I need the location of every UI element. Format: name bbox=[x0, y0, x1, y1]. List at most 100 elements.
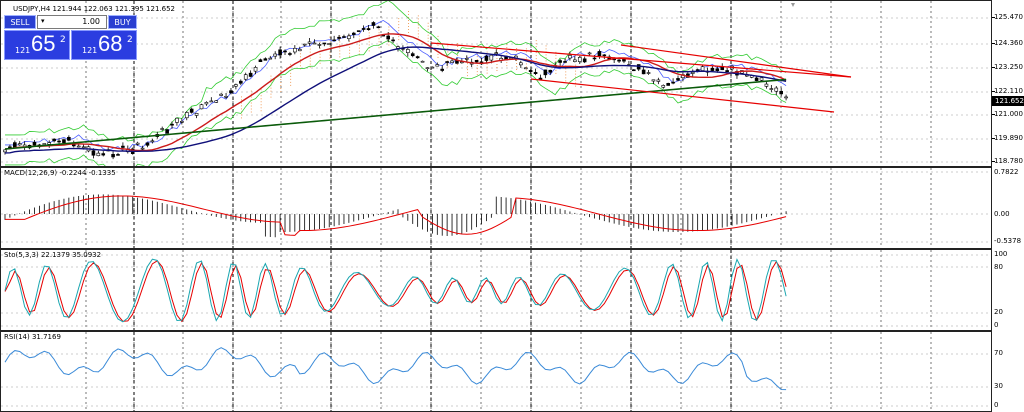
candle-body bbox=[194, 113, 199, 116]
candle-body bbox=[548, 69, 553, 73]
macd-tick: 0.7822 bbox=[994, 168, 1019, 176]
navy-moving-average bbox=[4, 46, 787, 154]
channel-upper-line bbox=[620, 44, 852, 78]
candle-body bbox=[445, 61, 449, 63]
lower-band-line bbox=[5, 39, 787, 166]
candle-body bbox=[204, 102, 209, 105]
candle-body bbox=[666, 83, 670, 86]
macd-pane[interactable]: MACD(12,26,9) -0.2244 -0.1335 bbox=[0, 167, 992, 249]
candle-body bbox=[784, 96, 788, 99]
candle-body bbox=[224, 96, 228, 98]
candle-body bbox=[523, 67, 528, 70]
sell-price-box[interactable]: 121 65 2 bbox=[4, 30, 70, 60]
candle-body bbox=[410, 53, 415, 57]
candle-body bbox=[307, 41, 312, 44]
candle-body bbox=[160, 128, 164, 130]
candle-body bbox=[720, 66, 725, 71]
stochastic-tick: 0 bbox=[994, 321, 999, 329]
candle-body bbox=[293, 47, 297, 53]
candle-body bbox=[754, 77, 759, 81]
stochastic-tick: 100 bbox=[994, 250, 1008, 258]
candle-body bbox=[690, 71, 695, 74]
candle-body bbox=[263, 58, 268, 61]
candle-body bbox=[327, 43, 332, 45]
candle-body bbox=[361, 28, 366, 30]
price-tick: 123.250 bbox=[994, 63, 1023, 71]
buy-button[interactable]: BUY bbox=[108, 15, 137, 29]
candle-body bbox=[312, 42, 317, 45]
one-click-trade-panel: SELL ▾ 1.00 BUY 121 65 2 121 68 2 bbox=[4, 15, 137, 60]
candle-body bbox=[165, 129, 169, 134]
candle-body bbox=[430, 66, 435, 69]
candle-body bbox=[519, 62, 523, 66]
candle-body bbox=[415, 56, 420, 59]
buy-price-box[interactable]: 121 68 2 bbox=[71, 30, 137, 60]
candle-body bbox=[214, 100, 219, 103]
candle-body bbox=[489, 54, 494, 61]
lot-value: 1.00 bbox=[82, 17, 100, 26]
macd-tick: 0.00 bbox=[994, 210, 1010, 218]
lot-size-input[interactable]: ▾ 1.00 bbox=[37, 15, 107, 29]
candle-body bbox=[248, 72, 253, 77]
candle-body bbox=[140, 147, 145, 150]
candle-body bbox=[337, 36, 341, 39]
price-tick: 121.000 bbox=[994, 110, 1023, 118]
candle-body bbox=[759, 77, 764, 81]
stochastic-tick: 80 bbox=[994, 263, 1003, 271]
candle-body bbox=[602, 54, 607, 57]
candle-body bbox=[239, 80, 243, 84]
candle-body bbox=[91, 150, 96, 156]
candle-body bbox=[631, 69, 636, 72]
candle-body bbox=[62, 139, 66, 143]
candle-body bbox=[273, 53, 277, 57]
candle-body bbox=[406, 49, 410, 53]
candle-body bbox=[253, 67, 258, 72]
candle-body bbox=[356, 30, 361, 32]
candle-body bbox=[543, 69, 548, 76]
candle-body bbox=[587, 52, 592, 55]
rsi-tick: 30 bbox=[994, 382, 1003, 390]
macd-tick: -0.5378 bbox=[994, 237, 1022, 245]
stochastic-pane[interactable]: Sto(5,3,3) 22.1379 35.0932 bbox=[0, 249, 992, 331]
candle-body bbox=[145, 142, 150, 146]
price-tick: 122.110 bbox=[994, 87, 1023, 95]
lot-dropdown-icon[interactable]: ▾ bbox=[41, 17, 45, 25]
rsi-tick: 70 bbox=[994, 349, 1003, 357]
price-chart-pane[interactable]: USDJPY,H4 121.944 122.063 121.395 121.65… bbox=[0, 0, 992, 167]
candle-body bbox=[622, 58, 626, 62]
sell-button[interactable]: SELL bbox=[4, 15, 36, 29]
price-chart-canvas bbox=[1, 1, 991, 166]
macd-label: MACD(12,26,9) -0.2244 -0.1335 bbox=[4, 169, 116, 177]
candle-body bbox=[646, 72, 651, 74]
channel-upper-line bbox=[430, 42, 852, 78]
candle-body bbox=[764, 83, 769, 87]
candle-body bbox=[268, 57, 273, 60]
price-axis: 125.470 124.360 123.250 122.110 121.652 … bbox=[992, 0, 1024, 167]
candle-body bbox=[17, 143, 22, 146]
candle-body bbox=[302, 43, 307, 46]
stochastic-main-line bbox=[4, 258, 787, 323]
sell-price-pips: 65 bbox=[31, 31, 56, 56]
candle-body bbox=[386, 35, 390, 40]
candle-body bbox=[366, 28, 371, 31]
candle-body bbox=[283, 50, 287, 53]
stochastic-canvas bbox=[1, 250, 991, 330]
candle-body bbox=[219, 93, 223, 96]
candle-body bbox=[769, 88, 774, 90]
candle-body bbox=[671, 81, 675, 84]
candle-body bbox=[450, 60, 454, 63]
candle-body bbox=[700, 66, 705, 71]
candle-body bbox=[391, 39, 395, 42]
candle-body bbox=[8, 146, 12, 149]
buy-price-fraction: 2 bbox=[127, 35, 133, 45]
rsi-pane[interactable]: RSI(14) 31.7169 bbox=[0, 331, 992, 412]
candle-body bbox=[725, 70, 729, 72]
sell-price-fraction: 2 bbox=[60, 35, 66, 45]
candle-body bbox=[96, 152, 101, 157]
price-tick: 118.780 bbox=[994, 157, 1023, 165]
symbol-label: USDJPY,H4 121.944 122.063 121.395 121.65… bbox=[13, 5, 175, 13]
candle-body bbox=[592, 57, 597, 60]
chart-shift-marker bbox=[791, 3, 795, 7]
candle-body bbox=[67, 136, 71, 141]
candle-body bbox=[42, 143, 47, 145]
